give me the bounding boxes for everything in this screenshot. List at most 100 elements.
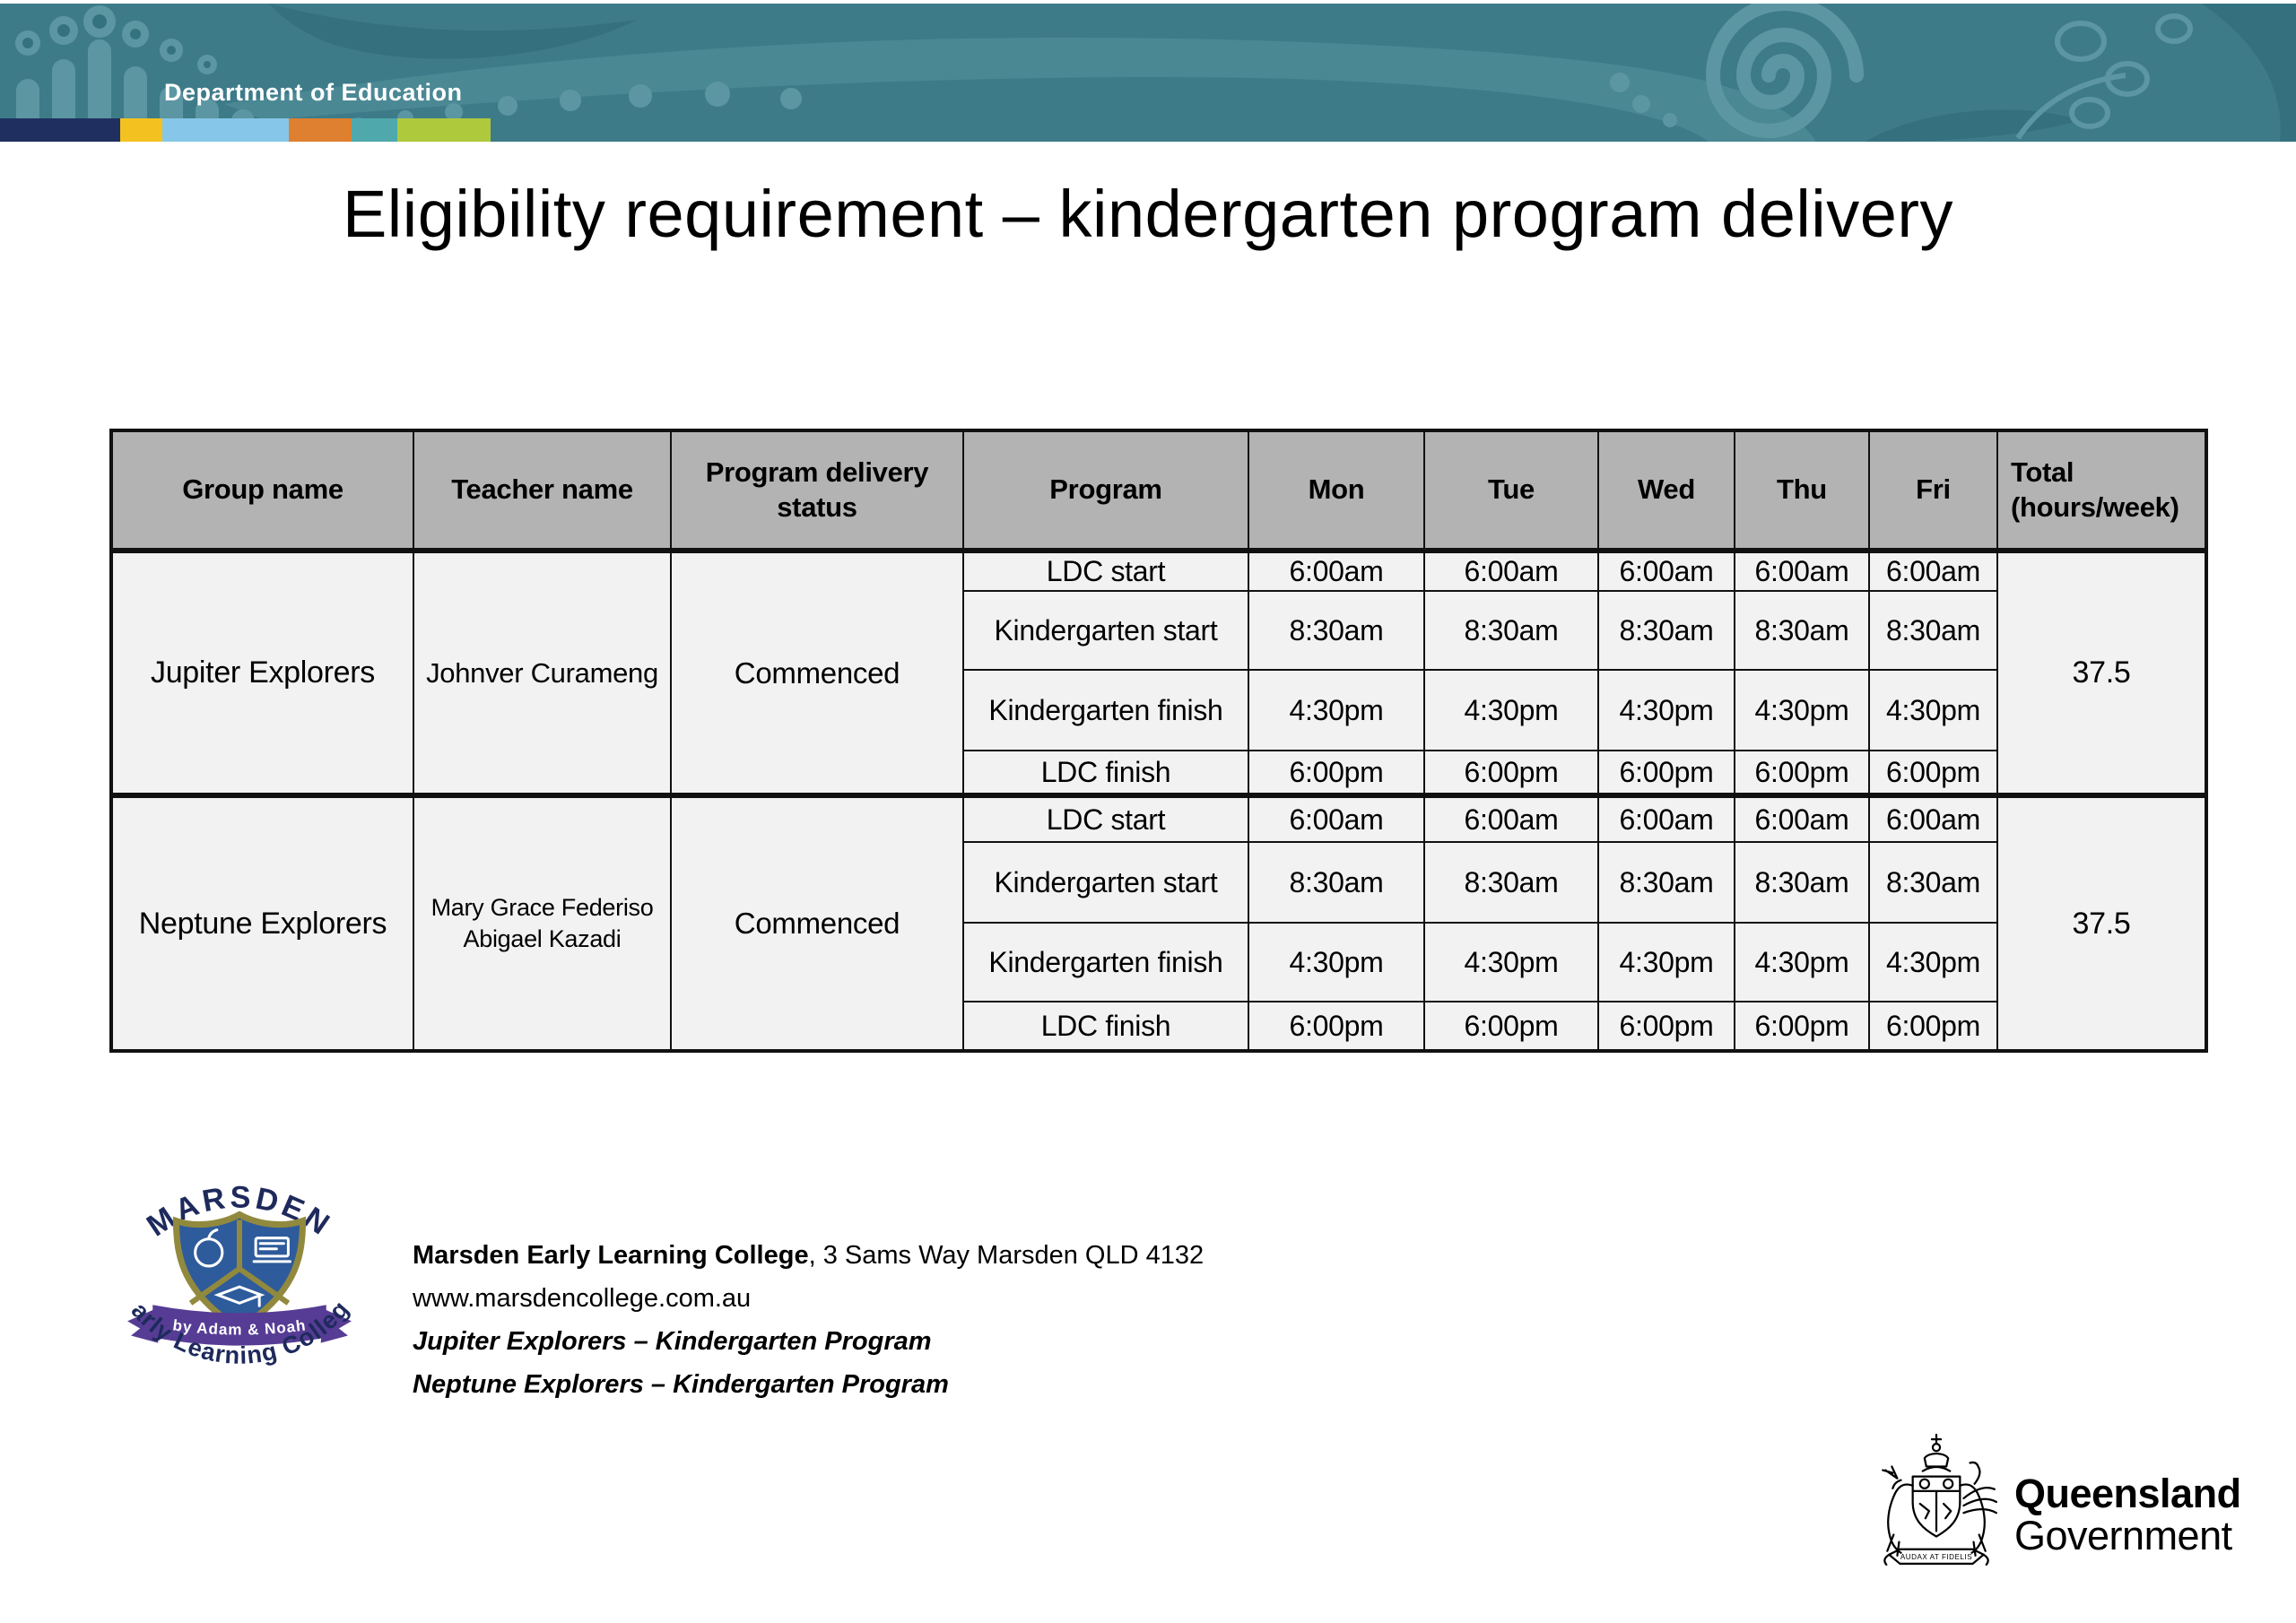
- col-header-wed: Wed: [1597, 430, 1735, 553]
- time-cell: 6:00am: [1734, 550, 1870, 592]
- time-cell: 4:30pm: [1423, 669, 1599, 751]
- col-header-group-name: Group name: [110, 430, 414, 553]
- program-line-neptune: Neptune Explorers – Kindergarten Program: [413, 1370, 949, 1399]
- government-name-line2: Government: [2014, 1513, 2232, 1558]
- logo-ribbon: by Adam & Noah: [127, 1305, 352, 1346]
- stag-supporter-icon: [1882, 1465, 1914, 1557]
- time-cell: 6:00am: [1734, 793, 1870, 843]
- header-band: Department of Education: [0, 4, 2296, 142]
- time-cell: 8:30am: [1597, 590, 1735, 671]
- col-header-teacher-name: Teacher name: [413, 430, 672, 553]
- time-cell: 6:00am: [1597, 793, 1735, 843]
- brolga-supporter-icon: [1959, 1461, 1997, 1557]
- time-cell: 6:00pm: [1868, 1001, 1998, 1052]
- motto-text: AUDAX AT FIDELIS: [1900, 1553, 1972, 1561]
- time-cell: 6:00pm: [1248, 1001, 1425, 1052]
- page-title: Eligibility requirement – kindergarten p…: [342, 177, 1954, 251]
- table-row: LDC finish 6:00pm 6:00pm 6:00pm 6:00pm 6…: [111, 1001, 2206, 1052]
- total-hours-cell: 37.5: [1996, 793, 2207, 1052]
- stripe-block: [352, 118, 397, 142]
- time-cell: 8:30am: [1868, 841, 1998, 924]
- graduation-cap-icon: [213, 1285, 265, 1307]
- time-cell: 4:30pm: [1597, 922, 1735, 1002]
- program-cell: LDC finish: [962, 750, 1249, 796]
- time-cell: 6:00am: [1868, 793, 1998, 843]
- table-header-row: Group name Teacher name Program delivery…: [110, 430, 2207, 553]
- program-cell: LDC start: [962, 550, 1249, 592]
- table-row: Neptune Explorers Mary Grace Federiso Ab…: [110, 793, 2207, 1052]
- delivery-status-cell: Commenced: [670, 793, 964, 1052]
- time-cell: 8:30am: [1734, 841, 1870, 924]
- time-cell: 6:00pm: [1423, 750, 1599, 796]
- table-row: Kindergarten finish 4:30pm 4:30pm 4:30pm…: [111, 922, 2206, 1002]
- time-cell: 6:00am: [1868, 550, 1998, 592]
- time-cell: 8:30am: [1423, 590, 1599, 671]
- time-cell: 4:30pm: [1734, 922, 1870, 1002]
- time-cell: 6:00am: [1597, 550, 1735, 592]
- marsden-college-logo: MARSDEN: [113, 1140, 357, 1391]
- time-cell: 6:00am: [1248, 550, 1425, 592]
- program-cell: Kindergarten start: [962, 841, 1249, 924]
- queensland-government-logo: AUDAX AT FIDELIS Queensland Government: [1873, 1433, 2241, 1569]
- table-row: Kindergarten start 8:30am 8:30am 8:30am …: [111, 590, 2206, 671]
- college-website: www.marsdencollege.com.au: [413, 1284, 752, 1313]
- program-line-jupiter: Jupiter Explorers – Kindergarten Program: [413, 1327, 932, 1356]
- program-cell: Kindergarten start: [962, 590, 1249, 671]
- program-cell: Kindergarten finish: [962, 922, 1249, 1002]
- table-row: Jupiter Explorers Johnver Curameng Comme…: [110, 550, 2207, 796]
- time-cell: 4:30pm: [1868, 669, 1998, 751]
- time-cell: 8:30am: [1248, 841, 1425, 924]
- table-row: LDC finish 6:00pm 6:00pm 6:00pm 6:00pm 6…: [111, 750, 2206, 796]
- college-address: , 3 Sams Way Marsden QLD 4132: [808, 1241, 1205, 1270]
- col-header-tue: Tue: [1423, 430, 1599, 553]
- teacher-name-cell: Johnver Curameng: [413, 550, 672, 796]
- kindergarten-schedule-table: Group name Teacher name Program delivery…: [109, 429, 2208, 1053]
- time-cell: 4:30pm: [1734, 669, 1870, 751]
- table-row: Kindergarten start 8:30am 8:30am 8:30am …: [111, 841, 2206, 924]
- col-header-mon: Mon: [1248, 430, 1425, 553]
- time-cell: 8:30am: [1868, 590, 1998, 671]
- stripe-block: [0, 118, 120, 142]
- time-cell: 4:30pm: [1248, 922, 1425, 1002]
- program-cell: Kindergarten finish: [962, 669, 1249, 751]
- marsden-crest-icon: MARSDEN: [113, 1140, 353, 1369]
- time-cell: 6:00pm: [1248, 750, 1425, 796]
- total-hours-cell: 37.5: [1996, 550, 2207, 796]
- time-cell: 6:00pm: [1734, 750, 1870, 796]
- coat-of-arms-icon: AUDAX AT FIDELIS: [1882, 1433, 1997, 1567]
- time-cell: 4:30pm: [1868, 922, 1998, 1002]
- stripe-block: [120, 118, 162, 142]
- group-name-cell: Neptune Explorers: [110, 793, 414, 1052]
- time-cell: 6:00pm: [1597, 1001, 1735, 1052]
- government-wordmark: Queensland Government: [2014, 1472, 2241, 1557]
- time-cell: 4:30pm: [1423, 922, 1599, 1002]
- apple-stem-icon: [207, 1228, 219, 1240]
- col-header-fri: Fri: [1868, 430, 1998, 553]
- header-stripe: [0, 118, 491, 142]
- group-name-cell: Jupiter Explorers: [110, 550, 414, 796]
- footer-text-block: Marsden Early Learning College, 3 Sams W…: [413, 1234, 1204, 1406]
- program-cell: LDC finish: [962, 1001, 1249, 1052]
- college-address-line: Marsden Early Learning College, 3 Sams W…: [413, 1234, 1204, 1277]
- college-name: Marsden Early Learning College: [413, 1241, 809, 1270]
- stripe-block: [162, 118, 289, 142]
- program-cell: LDC start: [962, 793, 1249, 843]
- time-cell: 6:00am: [1423, 550, 1599, 592]
- computer-icon: [252, 1237, 291, 1263]
- time-cell: 6:00pm: [1423, 1001, 1599, 1052]
- col-header-thu: Thu: [1734, 430, 1870, 553]
- time-cell: 4:30pm: [1597, 669, 1735, 751]
- delivery-status-cell: Commenced: [670, 550, 964, 796]
- time-cell: 6:00pm: [1597, 750, 1735, 796]
- time-cell: 6:00pm: [1734, 1001, 1870, 1052]
- time-cell: 8:30am: [1248, 590, 1425, 671]
- time-cell: 8:30am: [1734, 590, 1870, 671]
- stripe-block: [397, 118, 491, 142]
- time-cell: 8:30am: [1423, 841, 1599, 924]
- table-row: Kindergarten finish 4:30pm 4:30pm 4:30pm…: [111, 669, 2206, 751]
- teacher-name-cell: Mary Grace Federiso Abigael Kazadi: [413, 793, 672, 1052]
- government-name-line1: Queensland: [2014, 1471, 2241, 1516]
- stripe-block: [289, 118, 352, 142]
- teacher-line: Mary Grace Federiso: [430, 893, 654, 921]
